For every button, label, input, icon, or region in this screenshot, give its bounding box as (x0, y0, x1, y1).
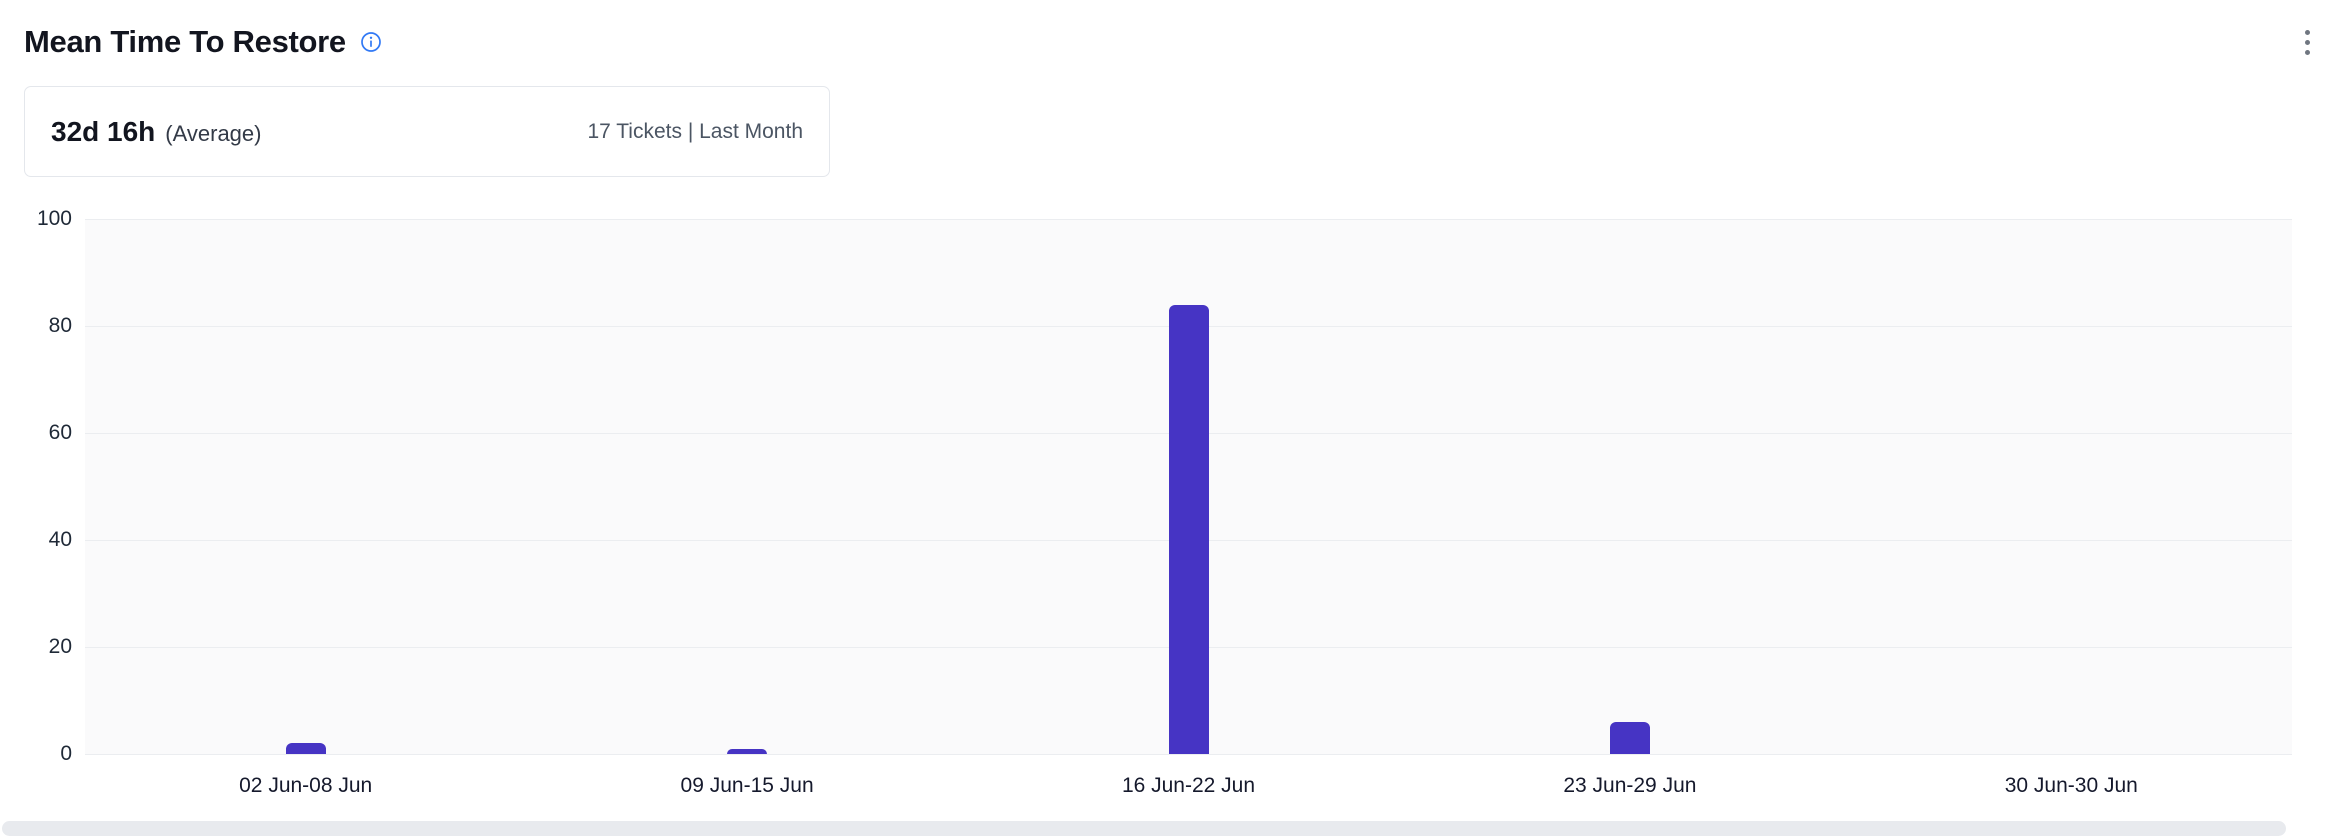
y-axis-label: 0 (60, 742, 72, 765)
bar-23-jun-29-jun[interactable] (1609, 721, 1650, 754)
x-axis-label: 02 Jun-08 Jun (239, 774, 373, 797)
summary-card: 32d 16h (Average) 17 Tickets | Last Mont… (24, 86, 830, 177)
y-axis-label: 100 (36, 207, 72, 230)
x-axis-label: 09 Jun-15 Jun (680, 774, 814, 797)
info-icon[interactable] (360, 31, 382, 53)
y-axis-label: 20 (48, 635, 72, 658)
horizontal-scrollbar[interactable] (2, 821, 2286, 836)
summary-meta: 17 Tickets | Last Month (587, 119, 803, 143)
x-axis: 02 Jun-08 Jun 09 Jun-15 Jun 16 Jun-22 Jun 2… (0, 774, 2336, 804)
plot-area (85, 219, 2292, 755)
gridline (85, 754, 2292, 755)
x-axis-label: 16 Jun-22 Jun (1121, 774, 1256, 797)
y-axis-label: 40 (48, 528, 72, 551)
average-label: (Average) (165, 120, 262, 146)
kebab-dot (2305, 49, 2310, 55)
summary-average: 32d 16h (Average) (51, 116, 261, 148)
bar-16-jun-22-jun[interactable] (1168, 304, 1209, 754)
y-axis-label: 80 (48, 314, 72, 337)
x-axis-label: 30 Jun-30 Jun (2004, 774, 2138, 797)
y-axis-label: 60 (48, 421, 72, 444)
average-value: 32d 16h (51, 115, 156, 147)
widget-header: Mean Time To Restore (24, 24, 2316, 60)
bar-09-jun-15-jun[interactable] (727, 748, 768, 754)
y-axis: 0 20 40 60 80 100 (0, 0, 72, 836)
kebab-menu-button[interactable] (2299, 26, 2316, 59)
page-title: Mean Time To Restore (24, 24, 346, 59)
x-axis-label: 23 Jun-29 Jun (1563, 774, 1697, 797)
gridline (85, 219, 2292, 220)
kebab-dot (2305, 39, 2310, 45)
kebab-dot (2305, 29, 2310, 35)
bar-02-jun-08-jun[interactable] (285, 743, 326, 754)
